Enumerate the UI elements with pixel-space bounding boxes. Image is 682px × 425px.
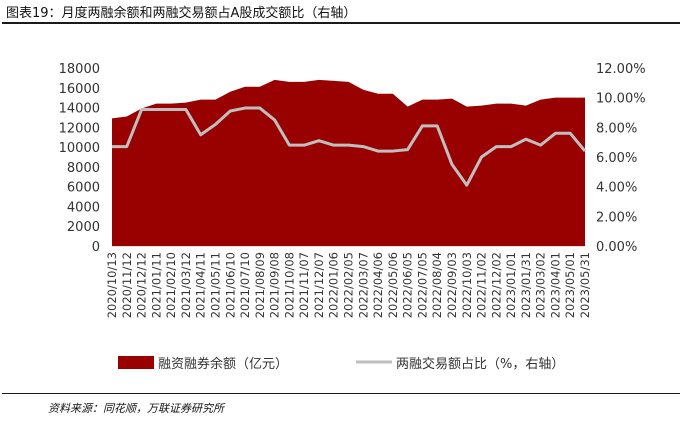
right-axis-ticks: 0.00% 2.00% 4.00% 6.00% 8.00% 10.00% 12.00%	[596, 62, 646, 255]
x-axis-tick-label: 2022/04/06	[371, 252, 385, 318]
right-axis-tick-label: 2.00%	[596, 210, 637, 225]
x-axis-tick-label: 2021/01/11	[149, 252, 163, 318]
left-axis-tick-label: 0	[92, 240, 100, 255]
figure-title: 图表19：月度两融余额和两融交易额占A股成交额比（右轴）	[6, 6, 357, 21]
left-axis-tick-label: 2000	[67, 220, 100, 235]
legend-line-label: 两融交易额占比（%，右轴）	[396, 356, 564, 372]
x-axis-tick-label: 2023/05/31	[578, 252, 592, 318]
x-axis-tick-label: 2021/11/07	[297, 252, 311, 318]
x-axis-tick-label: 2022/06/05	[401, 252, 415, 318]
x-axis-tick-label: 2022/09/03	[445, 252, 459, 318]
x-axis-tick-label: 2023/01/31	[519, 252, 533, 318]
x-axis-tick-label: 2023/03/02	[534, 252, 548, 318]
x-axis-tick-label: 2022/02/05	[342, 252, 356, 318]
left-axis-tick-label: 6000	[67, 181, 100, 196]
x-axis-tick-label: 2022/12/02	[489, 252, 503, 318]
margin-balance-area	[112, 79, 585, 247]
x-axis-tick-label: 2021/07/10	[238, 252, 252, 318]
x-axis-tick-label: 2022/05/06	[386, 252, 400, 318]
left-axis-tick-label: 4000	[67, 200, 100, 215]
x-axis-tick-label: 2022/10/03	[460, 252, 474, 318]
x-axis-tick-label: 2021/02/10	[164, 252, 178, 318]
x-axis-tick-label: 2020/12/12	[135, 252, 149, 318]
right-axis-tick-label: 4.00%	[596, 181, 637, 196]
legend-area-label: 融资融券余额（亿元）	[158, 356, 288, 372]
x-axis-tick-label: 2020/11/12	[120, 252, 134, 318]
x-axis-tick-label: 2023/04/01	[548, 252, 562, 318]
x-axis-tick-label: 2021/05/11	[208, 252, 222, 318]
x-axis-tick-label: 2021/10/08	[282, 252, 296, 318]
turnover-ratio-line	[112, 106, 587, 187]
x-axis-tick-label: 2021/09/08	[268, 252, 282, 318]
left-axis-ticks: 0 2000 4000 6000 8000 10000 12000 14000 16000 180…	[59, 62, 100, 255]
x-axis-tick-label: 2021/03/12	[179, 252, 193, 318]
x-axis-tick-label: 2021/04/11	[194, 252, 208, 318]
title-rule	[2, 22, 680, 24]
chart: 0 2000 4000 6000 8000 10000 12000 14000 16000 180…	[59, 62, 646, 372]
left-axis-tick-label: 12000	[59, 121, 100, 136]
x-axis-tick-label: 2022/01/06	[327, 252, 341, 318]
x-axis-tick-label: 2023/01/01	[504, 252, 518, 318]
x-axis-tick-label: 2021/08/09	[253, 252, 267, 318]
right-axis-tick-label: 10.00%	[596, 92, 646, 107]
left-axis-tick-label: 10000	[59, 141, 100, 156]
margin-balance-area-series	[112, 79, 585, 247]
right-axis-tick-label: 12.00%	[596, 62, 646, 77]
right-axis-tick-label: 0.00%	[596, 240, 637, 255]
left-axis-tick-label: 18000	[59, 62, 100, 77]
left-axis-tick-label: 16000	[59, 82, 100, 97]
x-axis-ticks: 2020/10/13 2020/11/12 2020/12/12 2021/01/11…	[105, 252, 592, 318]
x-axis-tick-label: 2022/07/05	[415, 252, 429, 318]
x-axis-tick-label: 2020/10/13	[105, 252, 119, 318]
x-axis-tick-label: 2021/12/07	[312, 252, 326, 318]
x-axis-tick-label: 2023/05/01	[563, 252, 577, 318]
left-axis-tick-label: 8000	[67, 161, 100, 176]
source-note: 资料来源：同花顺，万联证券研究所	[48, 402, 224, 415]
left-axis-tick-label: 14000	[59, 102, 100, 117]
right-axis-tick-label: 8.00%	[596, 121, 637, 136]
source-rule	[2, 393, 680, 394]
right-axis-tick-label: 6.00%	[596, 151, 637, 166]
turnover-ratio-line-series	[112, 106, 587, 187]
x-axis-tick-label: 2022/08/04	[430, 252, 444, 318]
x-axis-tick-label: 2022/03/07	[356, 252, 370, 318]
legend: 融资融券余额（亿元） 两融交易额占比（%，右轴）	[118, 356, 564, 372]
x-axis-tick-label: 2022/11/02	[475, 252, 489, 318]
legend-area-swatch	[118, 356, 154, 369]
x-axis-tick-label: 2021/06/10	[223, 252, 237, 318]
